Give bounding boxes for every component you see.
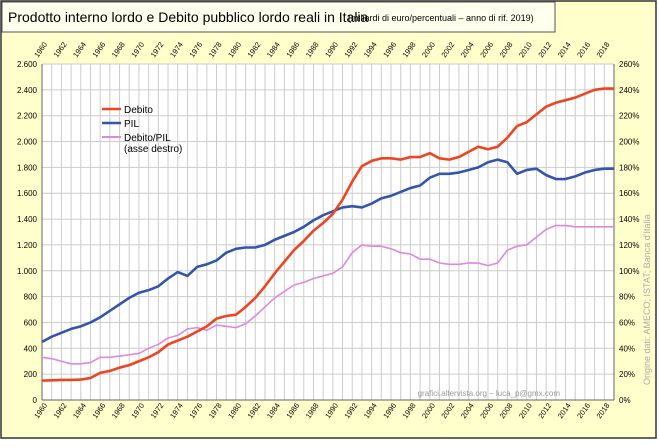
y-right-tick-label: 40%	[619, 344, 635, 353]
y-left-tick-label: 600	[24, 318, 38, 327]
y-left-tick-label: 2.600	[17, 60, 38, 69]
legend-label-debito: Debito	[124, 105, 153, 116]
y-right-tick-label: 0%	[619, 396, 631, 405]
title-box	[1, 1, 556, 33]
plot-area	[42, 64, 614, 400]
y-left-tick-label: 1.200	[17, 241, 38, 250]
y-left-tick-label: 2.000	[17, 138, 38, 147]
y-right-tick-label: 180%	[619, 163, 639, 172]
y-left-tick-label: 1.600	[17, 189, 38, 198]
y-left-tick-label: 800	[24, 293, 38, 302]
source-note: Origine dati: AMECO; ISTAT; Banca d'Ital…	[642, 215, 652, 385]
y-right-tick-label: 260%	[619, 60, 639, 69]
legend-label-pil: PIL	[124, 119, 139, 130]
y-left-tick-label: 200	[24, 370, 38, 379]
y-left-tick-label: 1.400	[17, 215, 38, 224]
y-left-tick-label: 2.400	[17, 86, 38, 95]
y-right-tick-label: 80%	[619, 293, 635, 302]
y-left-tick-label: 2.200	[17, 112, 38, 121]
credit-text: grafici.altervista.org – luca_p@gmx.com	[418, 389, 561, 398]
y-right-tick-label: 160%	[619, 189, 639, 198]
y-right-tick-label: 100%	[619, 267, 639, 276]
series-lines	[41, 87, 614, 382]
chart-subtitle: (miliardi di euro/percentuali – anno di …	[348, 13, 534, 23]
series-line-pil	[41, 158, 614, 343]
y-left-tick-label: 1.800	[17, 163, 38, 172]
y-left-tick-label: 0	[33, 396, 38, 405]
chart-title: Prodotto interno lordo e Debito pubblico…	[8, 9, 369, 25]
y-right-tick-label: 200%	[619, 138, 639, 147]
y-right-tick-label: 220%	[619, 112, 639, 121]
y-right-tick-label: 60%	[619, 318, 635, 327]
series-line-debito	[41, 87, 614, 382]
legend-label-ratio: Debito/PIL	[124, 133, 171, 144]
y-left-tick-label: 400	[24, 344, 38, 353]
y-right-tick-label: 140%	[619, 215, 639, 224]
y-right-tick-label: 120%	[619, 241, 639, 250]
legend-label-ratio-note: (asse destro)	[124, 144, 182, 155]
series-line-debito-pil	[41, 224, 614, 365]
y-left-tick-label: 1.000	[17, 267, 38, 276]
y-right-tick-label: 240%	[619, 86, 639, 95]
y-right-tick-label: 20%	[619, 370, 635, 379]
legend: Debito PIL Debito/PIL (asse destro)	[102, 105, 182, 155]
